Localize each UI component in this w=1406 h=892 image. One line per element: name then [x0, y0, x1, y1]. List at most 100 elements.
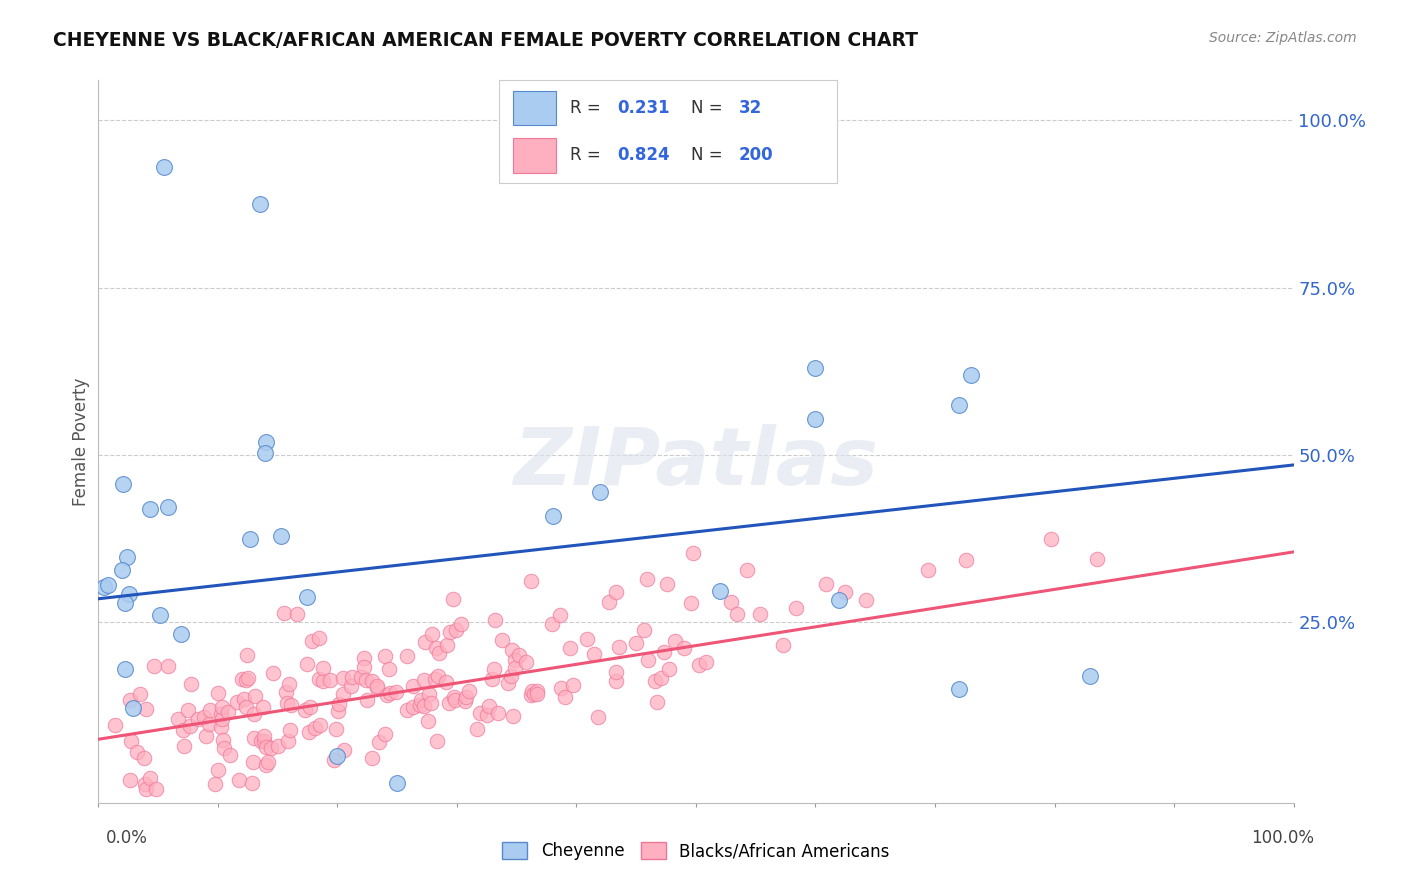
Point	[242, 755, 264, 769]
Point	[211, 720, 233, 734]
Point	[496, 676, 519, 690]
Point	[170, 626, 193, 640]
Point	[955, 553, 977, 567]
Point	[402, 699, 425, 714]
Point	[385, 776, 409, 790]
Point	[239, 532, 262, 546]
Point	[366, 679, 388, 693]
Point	[198, 704, 221, 718]
Text: R =: R =	[569, 99, 606, 117]
Point	[120, 693, 142, 707]
Point	[589, 485, 612, 500]
Point	[252, 699, 274, 714]
Point	[960, 368, 983, 382]
Point	[254, 446, 277, 460]
Point	[598, 595, 620, 609]
Point	[834, 585, 856, 599]
Point	[326, 749, 349, 764]
Point	[242, 731, 264, 745]
Legend: Cheyenne, Blacks/African Americans: Cheyenne, Blacks/African Americans	[496, 835, 896, 867]
Point	[374, 727, 396, 741]
Point	[135, 782, 157, 797]
Point	[125, 746, 148, 760]
Point	[409, 693, 432, 707]
Point	[558, 641, 581, 656]
Point	[682, 546, 704, 560]
Point	[541, 617, 564, 632]
Point	[828, 593, 851, 607]
Point	[672, 641, 695, 656]
Point	[262, 666, 284, 681]
Point	[948, 682, 970, 697]
Text: CHEYENNE VS BLACK/AFRICAN AMERICAN FEMALE POVERTY CORRELATION CHART: CHEYENNE VS BLACK/AFRICAN AMERICAN FEMAL…	[53, 31, 918, 50]
Point	[458, 684, 481, 698]
Point	[209, 706, 232, 721]
Point	[294, 703, 316, 717]
Text: Source: ZipAtlas.com: Source: ZipAtlas.com	[1209, 31, 1357, 45]
Point	[917, 563, 939, 577]
Text: N =: N =	[692, 146, 728, 164]
Point	[360, 750, 382, 764]
Point	[441, 592, 464, 607]
Point	[484, 613, 506, 627]
Bar	[513, 91, 557, 126]
Point	[465, 723, 488, 737]
Point	[1080, 669, 1102, 683]
Point	[277, 734, 299, 748]
Point	[664, 633, 686, 648]
Point	[503, 661, 526, 675]
Point	[135, 702, 157, 716]
Text: 0.824: 0.824	[617, 146, 669, 164]
Point	[409, 698, 432, 712]
Point	[470, 706, 492, 721]
Point	[157, 500, 180, 514]
Point	[235, 699, 257, 714]
Point	[332, 687, 354, 701]
Point	[1085, 551, 1108, 566]
Point	[515, 655, 537, 669]
Point	[437, 697, 460, 711]
Point	[501, 669, 523, 683]
Point	[633, 623, 655, 637]
Point	[319, 673, 342, 687]
Point	[486, 706, 509, 721]
Point	[637, 652, 659, 666]
Point	[586, 710, 609, 724]
Y-axis label: Female Poverty: Female Poverty	[72, 377, 90, 506]
Point	[444, 623, 467, 637]
Point	[195, 729, 218, 743]
Point	[118, 587, 141, 601]
Point	[212, 732, 235, 747]
Point	[114, 596, 136, 610]
Point	[695, 655, 717, 669]
Point	[582, 647, 605, 661]
Point	[413, 635, 436, 649]
Point	[139, 502, 162, 516]
Point	[456, 690, 478, 704]
Point	[114, 662, 136, 676]
Point	[412, 673, 434, 687]
Point	[118, 773, 141, 788]
Point	[112, 477, 135, 491]
Point	[491, 632, 513, 647]
Point	[235, 673, 257, 687]
Point	[253, 734, 276, 748]
Point	[276, 684, 298, 698]
Point	[434, 674, 457, 689]
Point	[401, 680, 423, 694]
Point	[280, 698, 302, 712]
Point	[420, 626, 443, 640]
Point	[396, 703, 419, 717]
Text: R =: R =	[569, 146, 606, 164]
Point	[679, 596, 702, 610]
Point	[526, 684, 548, 698]
Point	[481, 672, 503, 686]
Point	[652, 645, 675, 659]
Point	[232, 692, 254, 706]
Point	[278, 723, 301, 738]
Point	[332, 671, 354, 685]
Point	[550, 607, 572, 622]
Point	[439, 625, 461, 640]
Point	[425, 641, 447, 656]
Point	[735, 563, 758, 577]
